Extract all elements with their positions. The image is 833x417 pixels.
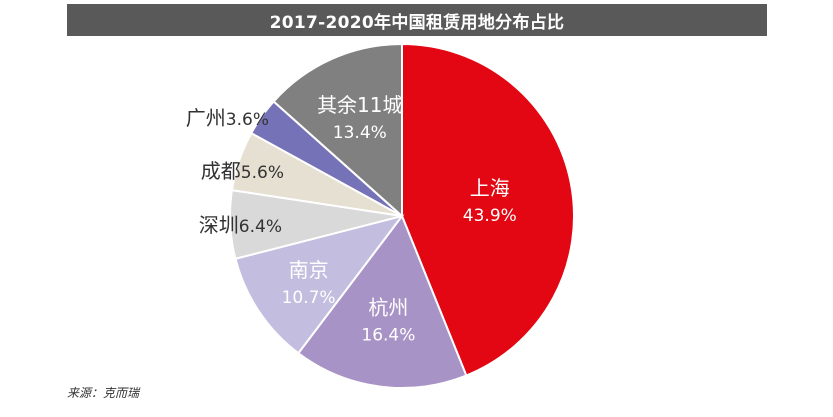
slice-outside-label-3: 深圳6.4% [199, 213, 282, 237]
chart-title: 2017-2020年中国租赁用地分布占比 [269, 12, 565, 33]
slice-value-label-1: 16.4% [361, 325, 415, 345]
slice-name-label-3: 深圳 [199, 213, 239, 237]
slice-outside-label-4: 成都5.6% [201, 159, 284, 183]
slice-name-label-1: 杭州 [368, 295, 408, 319]
pie-slice-2 [234, 214, 405, 355]
pie-slice-6 [272, 42, 403, 219]
slice-name-label-0: 上海 [470, 176, 510, 200]
slice-value-label-6: 13.4% [333, 123, 387, 143]
pie-slice-1 [296, 213, 468, 389]
slice-name-label-6: 其余11城 [317, 93, 402, 117]
pie-slice-0 [401, 42, 575, 377]
slice-value-label-0: 43.9% [463, 206, 517, 226]
source-note: 来源：克而瑞 [67, 386, 140, 400]
slice-value-label-4: 5.6% [241, 163, 284, 183]
slice-value-label-3: 6.4% [239, 217, 282, 237]
slice-value-label-5: 3.6% [226, 110, 269, 130]
slice-name-label-4: 成都 [201, 159, 241, 183]
slice-value-label-2: 10.7% [282, 288, 336, 308]
slice-name-label-5: 广州 [186, 106, 226, 130]
chart-title-bar: 2017-2020年中国租赁用地分布占比 [67, 4, 767, 36]
slice-outside-label-5: 广州3.6% [186, 106, 269, 130]
slice-name-label-2: 南京 [289, 258, 329, 282]
